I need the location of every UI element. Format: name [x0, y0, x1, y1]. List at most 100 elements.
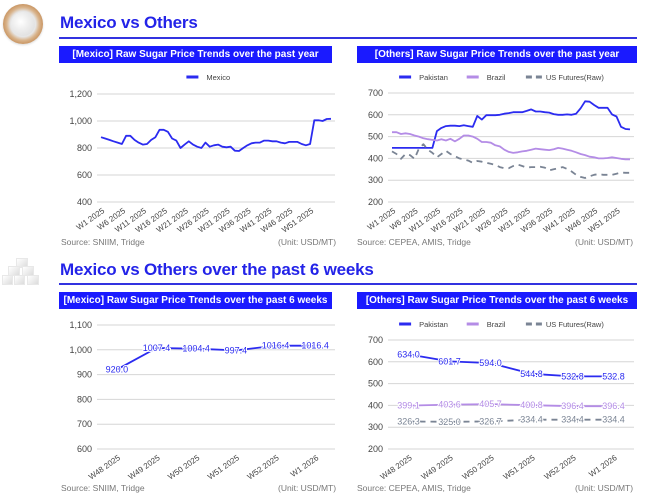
series-line-brazil	[408, 403, 614, 408]
legend-label: US Futures(Raw)	[546, 320, 604, 329]
legend-label: Pakistan	[419, 73, 448, 82]
chart-unit-mexico-year: (Unit: USD/MT)	[278, 237, 337, 247]
y-tick-label: 700	[77, 419, 92, 429]
x-tick-label: W1 2026	[587, 453, 619, 479]
y-tick-label: 500	[368, 379, 383, 389]
y-tick-label: 500	[368, 132, 383, 142]
legend-item-brazil[interactable]: Brazil	[466, 320, 506, 329]
chart-source-mexico-6w: Source: SNIIM, Tridge	[61, 483, 145, 493]
data-label: 400.8	[520, 400, 543, 410]
series-line-mexico	[100, 117, 332, 152]
series-line-us-futures-raw-	[408, 418, 614, 423]
series-line-pakistan	[392, 100, 631, 149]
y-tick-label: 200	[368, 444, 383, 454]
y-tick-label: 600	[77, 170, 92, 180]
section-divider	[59, 37, 637, 39]
data-label: 544.8	[520, 369, 543, 379]
y-tick-label: 600	[368, 357, 383, 367]
y-tick-label: 800	[77, 143, 92, 153]
data-label: 532.8	[602, 371, 625, 381]
data-label: 532.8	[561, 371, 584, 381]
x-tick-label: W48 2025	[379, 453, 414, 482]
x-tick-label: W50 2025	[166, 453, 201, 482]
chart-unit-others-6w: (Unit: USD/MT)	[575, 483, 634, 493]
chart-source-others-year: Source: CEPEA, AMIS, Tridge	[357, 237, 471, 247]
y-tick-label: 600	[77, 444, 92, 454]
data-label: 396.4	[561, 401, 584, 411]
series-line-mexico	[116, 344, 316, 371]
legend-label: Brazil	[487, 73, 506, 82]
chart-header-mexico-6w: [Mexico] Raw Sugar Price Trends over the…	[59, 292, 332, 309]
data-label: 1007.4	[143, 343, 171, 353]
data-label: 1016.4	[301, 341, 329, 351]
data-label: 634.0	[397, 349, 420, 359]
data-label: 396.4	[602, 401, 625, 411]
data-label: 334.4	[561, 415, 584, 425]
legend-item-us-futures-raw-[interactable]: US Futures(Raw)	[525, 73, 604, 82]
y-tick-label: 400	[368, 400, 383, 410]
x-tick-label: W52 2025	[246, 453, 281, 482]
legend-item-brazil[interactable]: Brazil	[466, 73, 506, 82]
data-label: 326.3	[397, 416, 420, 426]
series-line-us-futures-raw-	[391, 143, 630, 179]
legend-item-pakistan[interactable]: Pakistan	[399, 320, 448, 329]
y-tick-label: 300	[368, 422, 383, 432]
x-tick-label: W51 2025	[206, 453, 241, 482]
y-tick-label: 300	[368, 175, 383, 185]
section-title-past-6-weeks: Mexico vs Others over the past 6 weeks	[60, 260, 374, 279]
chart-header-others-6w: [Others] Raw Sugar Price Trends over the…	[357, 292, 637, 309]
y-tick-label: 800	[77, 394, 92, 404]
legend-label: Brazil	[487, 320, 506, 329]
data-label: 601.7	[438, 356, 461, 366]
x-tick-label: W50 2025	[461, 453, 496, 482]
data-label: 1016.4	[262, 341, 290, 351]
section-divider	[59, 283, 637, 285]
data-label: 334.4	[520, 415, 543, 425]
y-tick-label: 1,000	[69, 116, 92, 126]
data-label: 399.1	[397, 401, 420, 411]
data-label: 405.7	[479, 399, 502, 409]
chart-source-mexico-year: Source: SNIIM, Tridge	[61, 237, 145, 247]
y-tick-label: 700	[368, 335, 383, 345]
chart-header-mexico-year: [Mexico] Raw Sugar Price Trends over the…	[59, 46, 332, 63]
x-tick-label: W51 2025	[502, 453, 537, 482]
chart-others-6w: 200 300 400 500 600 700 634.0 601.7 594.0 544.8 53…	[368, 320, 634, 482]
data-label: 1004.4	[182, 344, 210, 354]
series-line-brazil	[392, 131, 630, 161]
legend-label: Mexico	[206, 73, 230, 82]
chart-mexico-6w: 600 700 800 900 1,000 1,100 920.0 1007.4 1004.4 9…	[69, 320, 335, 482]
data-label: 594.0	[479, 358, 502, 368]
y-tick-label: 1,100	[69, 320, 92, 330]
data-label: 326.7	[479, 416, 502, 426]
data-label: 325.0	[438, 417, 461, 427]
x-tick-label: W49 2025	[420, 453, 455, 482]
y-tick-label: 400	[368, 153, 383, 163]
y-tick-label: 200	[368, 197, 383, 207]
legend-item-mexico[interactable]: Mexico	[186, 73, 230, 82]
chart-unit-mexico-6w: (Unit: USD/MT)	[278, 483, 337, 493]
legend-item-pakistan[interactable]: Pakistan	[399, 73, 448, 82]
y-tick-label: 1,000	[69, 345, 92, 355]
y-tick-label: 400	[77, 197, 92, 207]
salt-bowl-icon	[3, 4, 43, 44]
y-tick-label: 600	[368, 110, 383, 120]
data-label: 334.4	[602, 415, 625, 425]
data-label: 403.6	[438, 400, 461, 410]
y-tick-label: 700	[368, 88, 383, 98]
x-tick-label: W52 2025	[543, 453, 578, 482]
data-label: 997.4	[225, 345, 248, 355]
legend-item-us-futures-raw-[interactable]: US Futures(Raw)	[525, 320, 604, 329]
x-tick-label: W48 2025	[87, 453, 122, 482]
chart-header-others-year: [Others] Raw Sugar Price Trends over the…	[357, 46, 637, 63]
series-line-pakistan	[408, 353, 614, 378]
x-tick-label: W1 2026	[289, 453, 321, 479]
y-tick-label: 1,200	[69, 89, 92, 99]
y-tick-label: 900	[77, 370, 92, 380]
chart-source-others-6w: Source: CEPEA, AMIS, Tridge	[357, 483, 471, 493]
legend-label: Pakistan	[419, 320, 448, 329]
legend-label: US Futures(Raw)	[546, 73, 604, 82]
sugar-cubes-icon	[2, 256, 42, 286]
section-title-mexico-vs-others: Mexico vs Others	[60, 13, 198, 32]
